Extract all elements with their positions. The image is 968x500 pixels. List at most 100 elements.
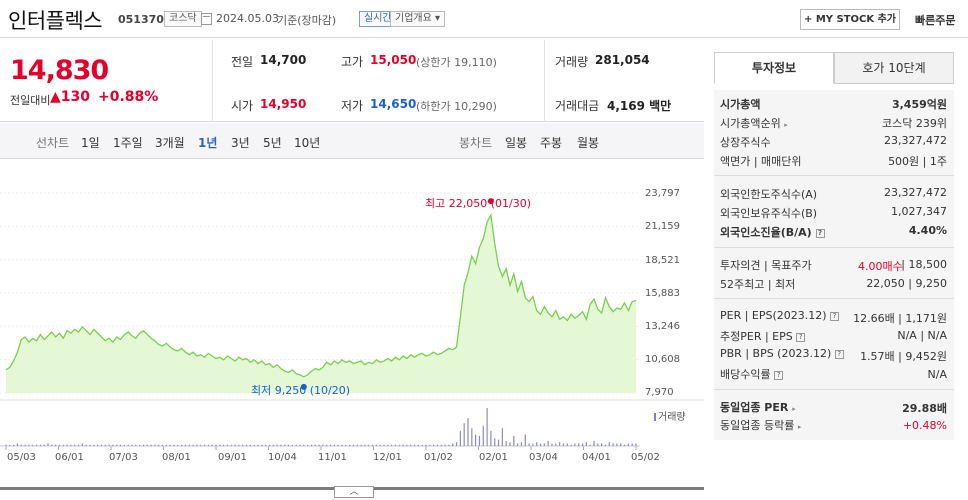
tab-invest-info[interactable]: 투자정보 bbox=[714, 52, 834, 84]
price-chart[interactable] bbox=[0, 160, 704, 488]
volume-bar bbox=[524, 434, 526, 446]
low-value: 14,650 bbox=[370, 97, 417, 111]
candle-daily[interactable]: 일봉 bbox=[505, 136, 528, 150]
volume-bar bbox=[28, 444, 30, 446]
foreign-hold-label: 외국인보유주식수(B) bbox=[720, 207, 818, 220]
volume-bar bbox=[93, 444, 95, 446]
help-icon[interactable]: ? bbox=[796, 332, 806, 342]
volume-bar bbox=[154, 444, 156, 446]
x-tick: 04/01 bbox=[582, 452, 611, 463]
volume-bar bbox=[314, 444, 316, 446]
x-tick: 10/04 bbox=[268, 452, 297, 463]
volume-bar bbox=[517, 443, 519, 446]
period-1y[interactable]: 1년 bbox=[198, 136, 218, 150]
volume-bar bbox=[177, 444, 179, 446]
volume-bar bbox=[578, 443, 580, 446]
tab-order-book[interactable]: 호가 10단계 bbox=[834, 52, 954, 84]
volume-bar bbox=[43, 444, 45, 446]
help-icon[interactable]: ? bbox=[834, 349, 844, 359]
candle-monthly[interactable]: 월봉 bbox=[577, 136, 600, 150]
lower-limit: (하한가 10,290) bbox=[416, 100, 497, 113]
per-label: PER | EPS(2023.12) ? bbox=[720, 309, 840, 322]
volume-bar bbox=[391, 444, 393, 446]
chevron-up-icon[interactable]: ︿ bbox=[334, 486, 374, 498]
volume-bar bbox=[612, 443, 614, 446]
volume-bar bbox=[74, 444, 76, 446]
volume-bar bbox=[310, 444, 313, 446]
period-10y[interactable]: 10년 bbox=[294, 136, 321, 150]
volume-bar bbox=[253, 444, 255, 446]
volume-bar bbox=[100, 444, 103, 446]
ind-rate-label[interactable]: 동일업종 등락률 ▸ bbox=[720, 417, 801, 433]
volume-bar bbox=[532, 443, 534, 446]
volume-bar bbox=[230, 444, 232, 446]
period-5y[interactable]: 5년 bbox=[263, 136, 282, 150]
quick-order-button[interactable]: 빠른주문 bbox=[915, 14, 956, 27]
min-marker bbox=[300, 383, 307, 390]
pbr-value: 1.57배 | 9,452원 bbox=[860, 350, 947, 363]
add-my-stock-button[interactable]: + MY STOCK 추가 bbox=[800, 9, 900, 30]
max-label: 최고 22,050 (01/30) bbox=[425, 197, 532, 210]
volume-bar bbox=[123, 444, 125, 446]
volume-bar bbox=[326, 444, 328, 446]
stock-name: 인터플렉스 bbox=[8, 9, 103, 33]
x-tick: 12/01 bbox=[373, 452, 402, 463]
volume-bar bbox=[452, 443, 454, 446]
face-label: 액면가 | 매매단위 bbox=[720, 155, 802, 168]
volume-bar bbox=[245, 444, 248, 446]
amount-value: 4,169 백만 bbox=[607, 99, 672, 113]
period-1w[interactable]: 1주일 bbox=[113, 136, 143, 150]
ind-per-value: 29.88배 bbox=[902, 402, 947, 415]
help-icon[interactable]: ? bbox=[830, 311, 840, 321]
divider bbox=[714, 389, 954, 390]
volume-bar bbox=[574, 443, 576, 446]
candle-chart-label: 봉차트 bbox=[459, 136, 493, 150]
volume-bar bbox=[39, 444, 41, 446]
divider bbox=[714, 247, 954, 248]
volume-bar bbox=[509, 442, 511, 446]
volume-bar bbox=[322, 444, 324, 446]
ind-rate-label-text: 동일업종 등락률 bbox=[720, 419, 795, 432]
volume-bar bbox=[318, 444, 320, 446]
period-3y[interactable]: 3년 bbox=[231, 136, 250, 150]
period-3m[interactable]: 3개월 bbox=[155, 136, 185, 150]
divider bbox=[544, 40, 545, 122]
candle-weekly[interactable]: 주봉 bbox=[540, 136, 563, 150]
x-tick: 07/03 bbox=[109, 452, 138, 463]
volume-bar bbox=[543, 443, 545, 446]
help-icon[interactable]: ? bbox=[774, 370, 784, 380]
volume-bar bbox=[169, 444, 171, 446]
ind-per-label[interactable]: 동일업종 PER ▸ bbox=[720, 399, 796, 415]
volume-bar bbox=[467, 418, 469, 446]
x-tick: 11/01 bbox=[318, 452, 347, 463]
volume-bar bbox=[70, 444, 72, 446]
volume-bar bbox=[32, 444, 34, 446]
invest-info-panel bbox=[714, 90, 954, 440]
corp-overview-dropdown[interactable]: 기업개요 ▾ bbox=[390, 11, 445, 27]
y-tick: 15,883 bbox=[645, 288, 680, 299]
low-label: 저가 bbox=[341, 99, 364, 113]
volume-bar bbox=[425, 444, 427, 446]
quote-date: 2024.05.03 bbox=[216, 12, 279, 25]
price-line bbox=[5, 213, 637, 378]
price-area bbox=[6, 215, 636, 393]
volume-bar bbox=[585, 442, 587, 446]
est-per-label-text: 추정PER | EPS bbox=[720, 330, 793, 343]
volume-bar bbox=[97, 444, 99, 446]
volume-bar bbox=[303, 444, 305, 446]
volume-bar bbox=[562, 443, 565, 446]
volume-bar bbox=[364, 444, 366, 446]
rank-label[interactable]: 시가총액순위 ▸ bbox=[720, 115, 788, 131]
rank-value: 코스닥 239위 bbox=[882, 117, 947, 130]
volume-bar bbox=[337, 444, 339, 446]
volume-bar bbox=[398, 444, 400, 446]
volume-bar bbox=[16, 443, 19, 446]
upper-limit: (상한가 19,110) bbox=[416, 56, 497, 69]
volume-bar bbox=[108, 444, 110, 446]
help-icon[interactable]: ? bbox=[815, 228, 825, 238]
period-1d[interactable]: 1일 bbox=[81, 136, 100, 150]
chart-period-bar bbox=[0, 123, 704, 159]
volume-bar bbox=[142, 444, 145, 446]
volume-bar bbox=[597, 443, 599, 446]
volume-bar bbox=[433, 444, 435, 446]
